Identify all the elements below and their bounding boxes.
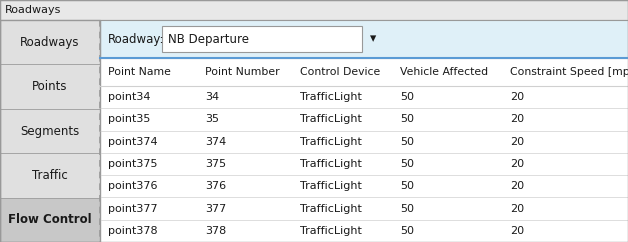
Text: 20: 20	[510, 204, 524, 214]
Text: TrafficLight: TrafficLight	[300, 204, 362, 214]
Bar	[100, 58, 628, 242]
Text: point35: point35	[108, 114, 150, 124]
Text: point375: point375	[108, 159, 158, 169]
Text: 50: 50	[400, 92, 414, 102]
Text: 375: 375	[205, 159, 226, 169]
Bar	[0, 198, 100, 242]
Text: TrafficLight: TrafficLight	[300, 114, 362, 124]
Text: TrafficLight: TrafficLight	[300, 181, 362, 191]
Text: 35: 35	[205, 114, 219, 124]
Text: 20: 20	[510, 114, 524, 124]
Text: Point Name: Point Name	[108, 67, 171, 77]
Text: point377: point377	[108, 204, 158, 214]
Bar	[100, 20, 628, 58]
Text: TrafficLight: TrafficLight	[300, 137, 362, 147]
Bar	[0, 109, 100, 153]
Text: 50: 50	[400, 204, 414, 214]
Bar	[0, 20, 100, 242]
Text: 20: 20	[510, 181, 524, 191]
Text: point374: point374	[108, 137, 158, 147]
Text: Roadways: Roadways	[20, 36, 80, 49]
Text: Roadway:: Roadway:	[108, 32, 165, 45]
Text: 50: 50	[400, 226, 414, 236]
Text: 20: 20	[510, 137, 524, 147]
Text: 50: 50	[400, 137, 414, 147]
Text: 20: 20	[510, 226, 524, 236]
Text: 50: 50	[400, 159, 414, 169]
Text: point34: point34	[108, 92, 151, 102]
Text: 376: 376	[205, 181, 226, 191]
Bar	[0, 20, 100, 242]
Text: 20: 20	[510, 92, 524, 102]
Text: 378: 378	[205, 226, 226, 236]
Bar	[0, 20, 100, 64]
Text: Point Number: Point Number	[205, 67, 279, 77]
Text: Vehicle Affected: Vehicle Affected	[400, 67, 488, 77]
Text: TrafficLight: TrafficLight	[300, 92, 362, 102]
Text: Roadways: Roadways	[5, 5, 62, 15]
Bar	[0, 0, 628, 20]
Text: point378: point378	[108, 226, 158, 236]
Text: 34: 34	[205, 92, 219, 102]
Bar	[162, 26, 362, 52]
Text: 377: 377	[205, 204, 226, 214]
Text: Traffic: Traffic	[32, 169, 68, 182]
Text: TrafficLight: TrafficLight	[300, 159, 362, 169]
Text: ▾: ▾	[370, 32, 376, 45]
Text: Flow Control: Flow Control	[8, 213, 92, 226]
Bar	[0, 64, 100, 109]
Text: 50: 50	[400, 114, 414, 124]
Text: NB Departure: NB Departure	[168, 32, 249, 45]
Text: 50: 50	[400, 181, 414, 191]
Bar	[0, 153, 100, 198]
Text: Constraint Speed [mph]: Constraint Speed [mph]	[510, 67, 628, 77]
Text: point376: point376	[108, 181, 158, 191]
Text: TrafficLight: TrafficLight	[300, 226, 362, 236]
Text: 20: 20	[510, 159, 524, 169]
Text: 374: 374	[205, 137, 226, 147]
Text: Control Device: Control Device	[300, 67, 380, 77]
Text: Points: Points	[32, 80, 68, 93]
Text: Segments: Segments	[20, 124, 80, 137]
